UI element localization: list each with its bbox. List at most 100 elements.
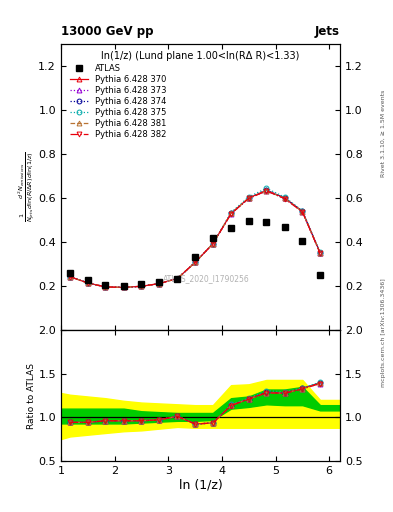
ATLAS [193,254,197,260]
Pythia 6.428 382 [193,260,197,266]
Pythia 6.428 375 [264,185,269,191]
Pythia 6.428 375 [300,208,305,214]
Pythia 6.428 370 [103,284,108,290]
Pythia 6.428 375 [246,194,251,200]
ATLAS [139,282,144,288]
Pythia 6.428 370 [210,241,215,247]
Pythia 6.428 381 [318,250,322,256]
Pythia 6.428 382 [139,283,144,289]
Pythia 6.428 370 [68,274,72,280]
ATLAS [175,276,180,282]
Pythia 6.428 381 [229,210,233,217]
ATLAS [318,272,322,278]
Pythia 6.428 370 [139,283,144,289]
Pythia 6.428 381 [139,283,144,289]
Pythia 6.428 373 [282,196,287,202]
Pythia 6.428 374 [193,260,197,266]
Pythia 6.428 375 [318,249,322,255]
Pythia 6.428 374 [210,241,215,247]
Line: Pythia 6.428 381: Pythia 6.428 381 [68,188,323,290]
Pythia 6.428 374 [139,283,144,289]
Pythia 6.428 373 [121,284,126,290]
Pythia 6.428 382 [300,209,305,215]
Pythia 6.428 381 [85,280,90,286]
Pythia 6.428 370 [175,275,180,282]
Pythia 6.428 382 [85,280,90,286]
Line: Pythia 6.428 373: Pythia 6.428 373 [68,188,323,290]
Pythia 6.428 370 [264,187,269,194]
Pythia 6.428 370 [193,260,197,266]
ATLAS [103,282,108,288]
Pythia 6.428 374 [264,187,269,193]
Pythia 6.428 375 [175,275,180,282]
Legend: ATLAS, Pythia 6.428 370, Pythia 6.428 373, Pythia 6.428 374, Pythia 6.428 375, P: ATLAS, Pythia 6.428 370, Pythia 6.428 37… [68,62,168,141]
Pythia 6.428 373 [193,260,197,266]
Pythia 6.428 370 [85,280,90,286]
Pythia 6.428 382 [68,274,72,280]
Pythia 6.428 375 [282,194,287,200]
Text: ln(1/z) (Lund plane 1.00<ln(RΔ R)<1.33): ln(1/z) (Lund plane 1.00<ln(RΔ R)<1.33) [101,51,299,61]
Pythia 6.428 370 [157,281,162,287]
Pythia 6.428 375 [85,280,90,286]
Pythia 6.428 374 [103,284,108,290]
Pythia 6.428 381 [103,284,108,290]
Pythia 6.428 381 [264,187,269,194]
Pythia 6.428 374 [282,195,287,201]
Pythia 6.428 374 [300,208,305,215]
Text: Jets: Jets [315,26,340,38]
Pythia 6.428 382 [318,250,322,256]
Pythia 6.428 373 [300,208,305,215]
Pythia 6.428 373 [210,241,215,247]
Line: ATLAS: ATLAS [67,218,323,289]
Line: Pythia 6.428 382: Pythia 6.428 382 [68,188,323,290]
Line: Pythia 6.428 370: Pythia 6.428 370 [68,188,323,290]
Pythia 6.428 375 [157,281,162,287]
Pythia 6.428 374 [68,274,72,280]
ATLAS [264,219,269,225]
Pythia 6.428 370 [246,195,251,201]
Pythia 6.428 370 [318,250,322,256]
Pythia 6.428 370 [282,195,287,201]
Pythia 6.428 374 [121,284,126,290]
Pythia 6.428 375 [121,284,126,290]
Pythia 6.428 373 [175,275,180,282]
Pythia 6.428 374 [318,250,322,256]
Pythia 6.428 382 [121,284,126,290]
Pythia 6.428 375 [229,209,233,216]
Pythia 6.428 375 [68,274,72,280]
Pythia 6.428 375 [210,241,215,247]
Pythia 6.428 373 [68,274,72,280]
ATLAS [157,279,162,285]
ATLAS [85,277,90,283]
Pythia 6.428 381 [282,196,287,202]
Pythia 6.428 373 [229,210,233,217]
Text: 13000 GeV pp: 13000 GeV pp [61,26,153,38]
Pythia 6.428 373 [157,281,162,287]
Text: mcplots.cern.ch [arXiv:1306.3436]: mcplots.cern.ch [arXiv:1306.3436] [381,279,386,387]
Pythia 6.428 373 [85,280,90,286]
ATLAS [210,234,215,241]
Pythia 6.428 382 [264,188,269,194]
Pythia 6.428 381 [121,284,126,290]
Pythia 6.428 382 [246,196,251,202]
Pythia 6.428 382 [157,281,162,287]
Pythia 6.428 381 [175,275,180,282]
Text: ATLAS_2020_I1790256: ATLAS_2020_I1790256 [163,274,250,283]
Pythia 6.428 381 [246,195,251,201]
Pythia 6.428 373 [139,283,144,289]
Text: Rivet 3.1.10, ≥ 1.5M events: Rivet 3.1.10, ≥ 1.5M events [381,90,386,177]
Pythia 6.428 381 [193,260,197,266]
Pythia 6.428 374 [175,275,180,282]
Pythia 6.428 375 [139,283,144,289]
Pythia 6.428 381 [68,274,72,280]
Pythia 6.428 375 [193,260,197,266]
ATLAS [121,283,126,289]
Line: Pythia 6.428 374: Pythia 6.428 374 [68,187,323,290]
Pythia 6.428 373 [103,284,108,290]
Pythia 6.428 382 [103,284,108,290]
Pythia 6.428 382 [175,275,180,282]
ATLAS [300,238,305,244]
Pythia 6.428 382 [282,196,287,202]
Pythia 6.428 374 [229,210,233,217]
X-axis label: ln (1/z): ln (1/z) [178,478,222,492]
